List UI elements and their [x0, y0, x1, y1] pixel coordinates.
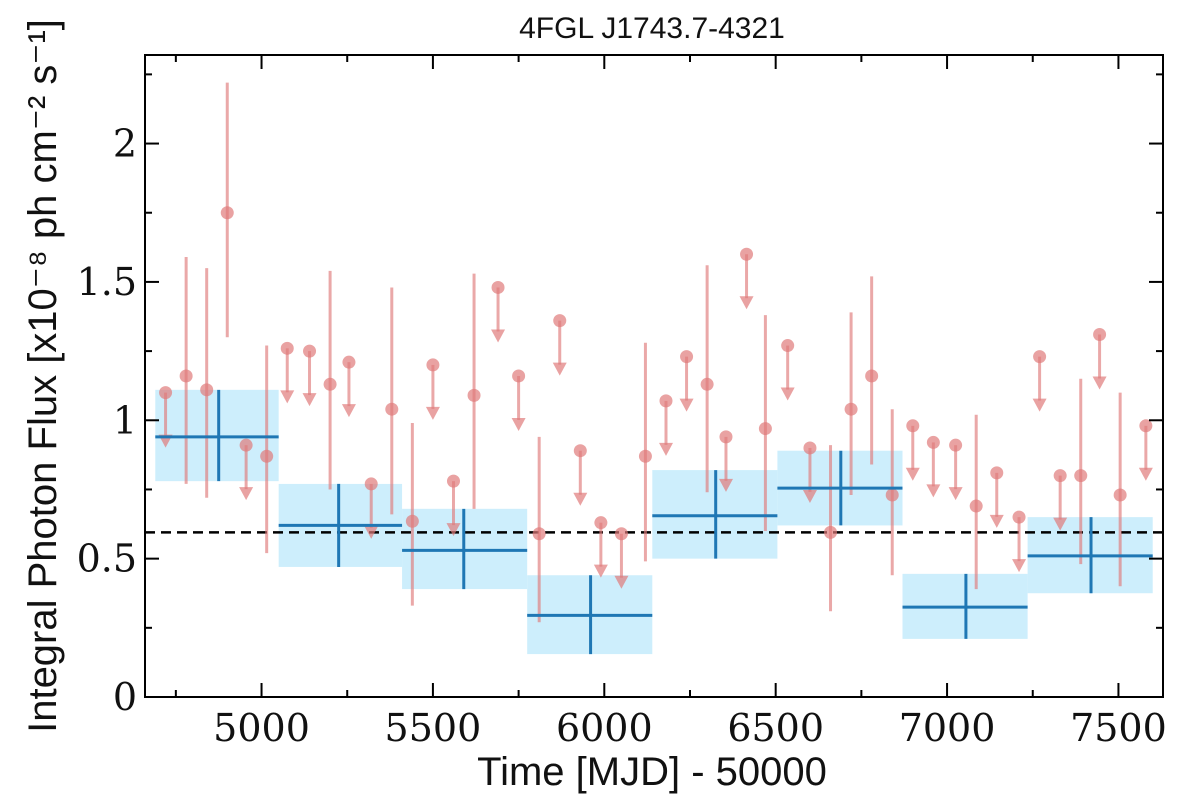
short-bin-point [323, 377, 337, 391]
upper-limit-point [446, 474, 460, 488]
upper-limit-point [512, 369, 526, 383]
upper-limit-arrowhead [364, 525, 379, 539]
y-tick-label: 1.5 [77, 260, 137, 304]
short-bin-point [260, 449, 274, 463]
upper-limit-point [364, 477, 378, 491]
short-bin-point [700, 377, 714, 391]
upper-limit-arrowhead [679, 398, 694, 412]
upper-limit-arrowhead [1138, 467, 1153, 481]
upper-limit-arrowhead [302, 393, 317, 407]
upper-limit-arrowhead [905, 467, 920, 481]
upper-limit-point [239, 438, 253, 452]
upper-limit-point [303, 344, 317, 358]
y-axis-label: Integral Photon Flux [x10⁻⁸ ph cm⁻² s⁻¹] [21, 19, 65, 733]
upper-limit-point [906, 419, 920, 433]
upper-limit-arrowhead [739, 296, 754, 310]
upper-limit-point [740, 247, 754, 261]
upper-limit-point [1053, 469, 1067, 483]
short-bin-point [532, 527, 546, 541]
upper-limit-point [781, 339, 795, 353]
short-bin-point [638, 449, 652, 463]
upper-limit-point [342, 355, 356, 369]
y-tick-label: 0 [113, 675, 137, 719]
short-bin-point [220, 206, 234, 220]
upper-limit-arrowhead [511, 418, 526, 431]
upper-limit-point [573, 444, 587, 458]
short-bin-point [200, 383, 214, 397]
x-axis-label: Time [MJD] - 50000 [477, 750, 827, 794]
short-bin-point [865, 369, 879, 383]
upper-limit-point [680, 350, 694, 364]
upper-limit-point [1012, 510, 1026, 524]
upper-limit-point [659, 394, 673, 408]
upper-limit-point [949, 438, 963, 452]
upper-limit-point [719, 430, 733, 444]
upper-limit-point [926, 435, 940, 449]
short-bin-point [179, 369, 193, 383]
short-bin-point [405, 514, 419, 528]
long-bin-crosses-layer [155, 389, 1153, 655]
upper-limit-point [803, 441, 817, 455]
x-tick-labels: 5000 5500 6000 6500 7000 7500 [213, 706, 1167, 750]
upper-limit-arrowhead [989, 514, 1004, 528]
upper-limit-arrowhead [1092, 376, 1107, 390]
y-tick-label: 2 [113, 122, 137, 166]
upper-limit-arrowhead [614, 575, 629, 589]
upper-limit-arrowhead [446, 523, 461, 537]
upper-limit-point [280, 341, 294, 355]
x-tick-label: 6000 [556, 706, 653, 750]
short-bin-point [1113, 488, 1127, 502]
short-bin-point [885, 488, 899, 502]
upper-limit-arrowhead [280, 390, 295, 404]
short-bin-point [385, 402, 399, 416]
short-bin-point [758, 422, 772, 436]
upper-limit-point [553, 314, 567, 328]
upper-limit-arrowhead [1032, 398, 1047, 412]
upper-limit-arrowhead [491, 329, 506, 343]
upper-limit-arrowhead [1053, 517, 1068, 531]
upper-limit-arrowhead [593, 564, 608, 578]
chart-title: 4FGL J1743.7-4321 [519, 12, 785, 45]
y-tick-labels: 0 0.5 1 1.5 2 [77, 122, 137, 719]
short-bin-point [1074, 469, 1088, 483]
upper-limit-arrowhead [926, 484, 941, 498]
upper-limit-arrowhead [780, 387, 795, 401]
upper-limit-arrowhead [425, 406, 440, 420]
upper-limit-arrowhead [573, 492, 588, 506]
upper-limit-arrowhead [802, 489, 817, 503]
upper-limit-arrowhead [948, 487, 963, 501]
plot-frame [144, 54, 1164, 698]
short-bin-point [969, 499, 983, 513]
x-tick-label: 5000 [213, 706, 310, 750]
short-bin-points-layer [158, 82, 1153, 623]
upper-limit-arrowhead [1012, 559, 1027, 573]
upper-limit-point [1033, 350, 1047, 364]
x-tick-label: 7500 [1070, 706, 1167, 750]
y-tick-label: 0.5 [77, 537, 137, 581]
upper-limit-arrowhead [658, 442, 673, 456]
short-bin-point [844, 402, 858, 416]
short-bin-point [467, 388, 481, 402]
upper-limit-point [159, 386, 173, 400]
x-tick-label: 7000 [899, 706, 996, 750]
upper-limit-point [594, 516, 608, 530]
upper-limit-point [491, 280, 505, 294]
short-bin-point [824, 525, 838, 539]
upper-limit-point [426, 358, 440, 372]
upper-limit-arrowhead [239, 487, 254, 501]
upper-limit-arrowhead [552, 362, 567, 376]
upper-limit-arrowhead [718, 478, 733, 492]
axis-ticks [145, 55, 1163, 698]
upper-limit-point [990, 466, 1004, 480]
x-tick-label: 6500 [727, 706, 824, 750]
upper-limit-point [614, 527, 628, 541]
upper-limit-point [1139, 419, 1153, 433]
y-tick-label: 1 [113, 398, 137, 442]
x-tick-label: 5500 [385, 706, 482, 750]
upper-limit-point [1093, 327, 1107, 341]
upper-limit-arrowhead [341, 404, 356, 418]
